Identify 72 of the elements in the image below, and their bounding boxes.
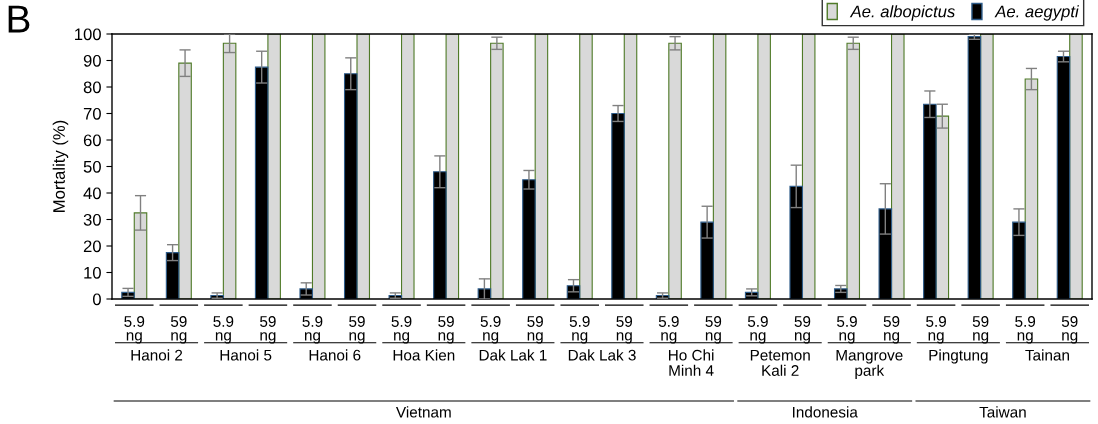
bar [178, 62, 192, 299]
text: Hanoi 6 [309, 349, 361, 361]
text: Taiwan [979, 406, 1026, 418]
x-tick-label: 59 ng [349, 316, 365, 344]
y-tick-label: 40 [83, 187, 101, 200]
text: Hanoi 5 [220, 349, 272, 361]
text: Hoa Kien [393, 349, 455, 361]
legend-label: Ae. aegypti [994, 5, 1080, 21]
bar [490, 42, 504, 299]
y-tick-label: 90 [83, 54, 101, 67]
text: Tainan [1025, 349, 1069, 361]
x-tick-label: 5.9 ng [213, 316, 234, 344]
x-tick-label: 5.9 ng [391, 316, 412, 344]
text: Ho Chi Minh 4 [669, 349, 714, 376]
text: Indonesia [793, 406, 858, 418]
text: Dak Lak 3 [568, 349, 636, 361]
y-tick-label: 50 [83, 160, 101, 173]
bar [311, 34, 326, 299]
y-axis-title: Mortality (%) [52, 120, 69, 212]
y-tick-label: 100 [75, 28, 101, 41]
x-tick-label: 59 ng [438, 316, 454, 344]
x-tick-label: 59 ng [794, 316, 811, 344]
bar [534, 34, 549, 299]
x-tick-label: 5.9 ng [926, 316, 946, 344]
bar [579, 34, 593, 299]
bar [890, 34, 905, 299]
text: Petemon Kali 2 [750, 349, 810, 376]
bar [980, 34, 994, 299]
x-tick-label: 59 ng [883, 316, 900, 344]
bar [757, 34, 771, 299]
x-tick-label: 59 ng [170, 316, 187, 344]
x-tick-label: 5.9 ng [302, 316, 323, 344]
x-tick-label: 5.9 ng [569, 316, 590, 344]
bar [1069, 34, 1083, 299]
x-tick-label: 5.9 ng [480, 316, 501, 344]
bar [1024, 78, 1039, 299]
bar [801, 34, 816, 299]
bar [356, 34, 371, 299]
bar [846, 42, 861, 299]
text: Pingtung [929, 349, 988, 364]
y-tick-label: 20 [83, 240, 101, 253]
y-tick-label: 10 [84, 266, 101, 279]
x-tick-label: 59 ng [1061, 316, 1078, 344]
bar [712, 34, 727, 299]
x-tick-label: 5.9 ng [658, 316, 679, 344]
x-tick-label: 5.9 ng [747, 316, 768, 344]
x-tick-label: 5.9 ng [1015, 316, 1036, 344]
bar [623, 34, 638, 299]
y-tick-label: 30 [83, 213, 101, 226]
text: Vietnam [396, 406, 451, 418]
bar [133, 212, 148, 299]
text: Mangrove park [836, 349, 903, 379]
x-tick-label: 59 ng [527, 316, 543, 344]
x-tick-label: 59 ng [972, 316, 989, 344]
x-tick-label: 59 ng [705, 316, 722, 344]
legend-label: Ae. albopictus [849, 5, 955, 21]
text: Dak Lak 1 [479, 349, 547, 361]
y-tick-label: 60 [83, 134, 101, 147]
bar [222, 42, 237, 299]
bar [445, 34, 460, 299]
bar [668, 42, 682, 299]
x-tick-label: 5.9 ng [124, 316, 145, 344]
y-tick-label: 80 [83, 81, 101, 94]
bar [935, 115, 950, 299]
bar [400, 34, 415, 299]
x-tick-label: 59 ng [260, 316, 276, 344]
text: B [8, 5, 30, 33]
text: Hanoi 2 [131, 349, 183, 361]
x-tick-label: 59 ng [616, 316, 633, 344]
x-tick-label: 5.9 ng [836, 316, 857, 344]
y-tick-label: 0 [92, 293, 101, 306]
y-tick-label: 70 [83, 107, 101, 120]
